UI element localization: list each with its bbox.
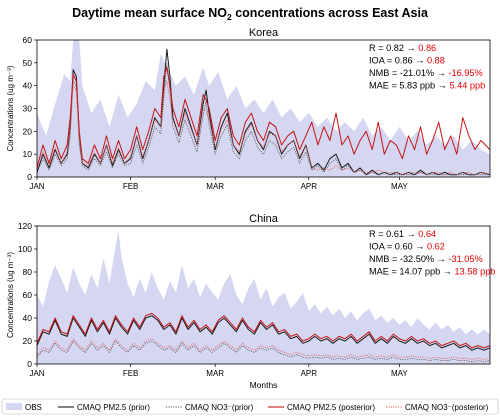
stat-line: R = 0.61 → 0.64 <box>369 229 436 239</box>
y-tick-label: 0 <box>27 359 32 369</box>
x-axis-label: Months <box>250 380 278 390</box>
y-axis-label: Concentrations (ug m⁻³) <box>6 65 15 151</box>
stat-line: NMB = -32.50% → -31.05% <box>369 254 483 264</box>
y-tick-label: 100 <box>18 244 32 254</box>
y-axis-label: Concentrations (ug m⁻³) <box>6 252 15 338</box>
stat-old: MAE = 5.83 ppb → <box>369 81 449 91</box>
y-tick-label: 40 <box>23 313 33 323</box>
series-obs-area <box>37 230 490 364</box>
legend-label: OBS <box>25 403 42 412</box>
y-tick-label: 80 <box>23 267 33 277</box>
series-post-no3-line <box>37 80 490 176</box>
y-tick-label: 50 <box>23 58 33 68</box>
panel-title: China <box>249 213 279 225</box>
stat-new: 0.64 <box>418 229 436 239</box>
stat-new: 0.86 <box>418 43 436 53</box>
stat-new: -31.05% <box>448 254 482 264</box>
series-prior-no3-line <box>37 340 490 363</box>
stat-new: 0.88 <box>427 56 445 66</box>
legend-swatch-obs <box>6 403 22 410</box>
series-post-pm25-line <box>37 66 490 169</box>
stat-old: NMB = -32.50% → <box>369 254 448 264</box>
panel-korea: Korea 0 10 20 30 40 50 60 JAN FEB MAR APR MAY Concent… <box>6 27 491 191</box>
legend-label: CMAQ PM2.5 (posterior) <box>287 403 375 412</box>
y-tick-label: 40 <box>23 81 33 91</box>
series-post-pm25-line <box>37 312 490 349</box>
x-tick-label: APR <box>301 182 318 191</box>
stat-old: R = 0.61 → <box>369 229 418 239</box>
stat-new: 0.62 <box>427 242 445 252</box>
stat-old: NMB = -21.01% → <box>369 68 448 78</box>
stat-new: 5.44 ppb <box>449 81 485 91</box>
panel-title: Korea <box>249 27 279 39</box>
y-tick-label: 30 <box>23 104 33 114</box>
y-tick-label: 120 <box>18 221 32 231</box>
stat-old: IOA = 0.60 → <box>369 242 427 252</box>
y-tick-label: 10 <box>23 149 33 159</box>
legend-box <box>1 398 499 415</box>
legend-label: CMAQ NO3⁻(prior) <box>185 403 254 412</box>
panel-china: China 0 20 40 60 80 100 120 JAN FEB MAR APR MAY Conce… <box>6 213 495 390</box>
y-tick-label: 60 <box>23 290 33 300</box>
stat-old: R = 0.82 → <box>369 43 418 53</box>
x-tick-label: MAY <box>391 182 408 191</box>
x-tick-label: MAR <box>206 182 224 191</box>
series-prior-no3-line <box>37 62 490 176</box>
plot-area <box>37 40 490 177</box>
plot-area <box>37 230 490 364</box>
series-prior-pm25-line <box>37 315 490 351</box>
legend-label: CMAQ NO3⁻(posterior) <box>405 403 489 412</box>
x-tick-label: FEB <box>123 369 139 378</box>
x-tick-label: APR <box>301 369 318 378</box>
stat-new: -16.95% <box>448 68 482 78</box>
x-tick-label: JAN <box>29 369 44 378</box>
stat-line: MAE = 5.83 ppb → 5.44 ppb <box>369 81 485 91</box>
figure-title: Daytime mean surface NO2 concentrations … <box>72 6 429 22</box>
y-tick-label: 20 <box>23 126 33 136</box>
x-tick-label: MAY <box>391 369 408 378</box>
x-tick-label: MAR <box>206 369 224 378</box>
stat-old: MAE = 14.07 ppb → <box>369 267 455 277</box>
y-tick-label: 0 <box>27 172 32 182</box>
stat-line: IOA = 0.86 → 0.88 <box>369 56 445 66</box>
stat-line: NMB = -21.01% → -16.95% <box>369 68 483 78</box>
series-post-no3-line <box>37 338 490 360</box>
x-tick-label: JAN <box>29 182 44 191</box>
stat-new: 13.58 ppb <box>455 267 496 277</box>
stat-line: MAE = 14.07 ppb → 13.58 ppb <box>369 267 495 277</box>
x-tick-label: FEB <box>123 182 139 191</box>
stat-line: IOA = 0.60 → 0.62 <box>369 242 445 252</box>
legend: OBS CMAQ PM2.5 (prior) CMAQ NO3⁻(prior) CMA… <box>1 398 499 415</box>
stat-old: IOA = 0.86 → <box>369 56 427 66</box>
y-tick-label: 20 <box>23 336 33 346</box>
y-tick-label: 60 <box>23 35 33 45</box>
stat-line: R = 0.82 → 0.86 <box>369 43 436 53</box>
legend-label: CMAQ PM2.5 (prior) <box>77 403 150 412</box>
